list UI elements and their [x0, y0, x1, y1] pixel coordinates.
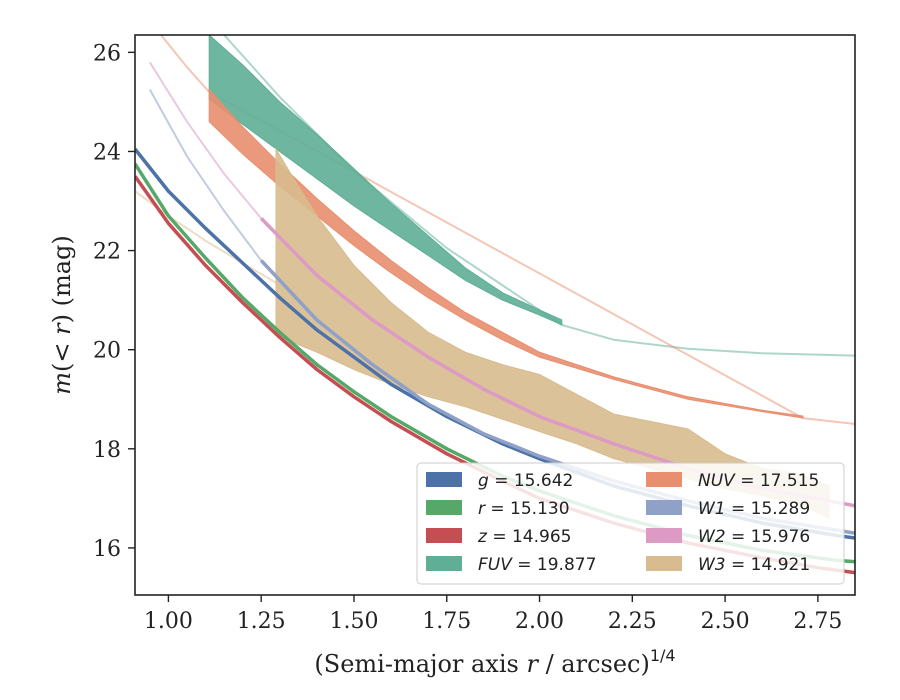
y-tick-label: 26	[93, 41, 121, 66]
x-axis-label-var: r	[526, 650, 539, 678]
x-tick-label: 2.50	[701, 609, 750, 634]
legend: g = 15.642 r = 15.130 z = 14.965 FUV = 19.8…	[416, 462, 845, 585]
y-axis-label-open: (	[48, 363, 76, 372]
x-tick-label: 1.25	[237, 609, 286, 634]
legend-items: g = 15.642 r = 15.130 z = 14.965 FUV = 19.8…	[426, 471, 819, 575]
series-W1-faint	[148, 89, 263, 262]
legend-label-W2: W2 = 15.976	[698, 527, 810, 547]
legend-label-r: r = 15.130	[478, 499, 570, 519]
x-tick-label: 1.50	[329, 609, 378, 634]
x-tick-label: 2.75	[793, 609, 842, 634]
legend-swatch-NUV	[646, 472, 682, 487]
x-axis-ticks: 1.00 1.25 1.50 1.75 2.00 2.25 2.50 2.75	[144, 595, 842, 634]
series-FUV-band	[208, 35, 563, 326]
y-axis-label-unit: (mag)	[48, 235, 76, 314]
y-axis-label-lt: <	[48, 335, 76, 363]
legend-swatch-W1	[646, 500, 682, 515]
plot-frame	[134, 34, 856, 596]
x-tick-label: 1.00	[144, 609, 193, 634]
y-tick-label: 18	[93, 438, 121, 463]
legend-box	[416, 462, 845, 585]
x-tick-label: 1.75	[422, 609, 471, 634]
legend-label-FUV: FUV = 19.877	[478, 555, 596, 575]
y-tick-label: 24	[93, 140, 121, 165]
legend-swatch-W2	[646, 528, 682, 543]
legend-swatch-g	[426, 472, 462, 487]
series-NUV-band	[208, 88, 804, 419]
legend-swatch-r	[426, 500, 462, 515]
y-axis-label-close: )	[48, 314, 76, 323]
legend-label-g: g = 15.642	[478, 471, 573, 491]
x-tick-label: 2.00	[515, 609, 564, 634]
x-axis-label-post: / arcsec)	[538, 650, 650, 678]
y-axis-label-m: m	[48, 372, 76, 395]
series-W2-faint	[148, 61, 262, 220]
legend-label-z: z = 14.965	[477, 527, 571, 547]
y-axis-label-r: r	[48, 322, 76, 335]
x-axis-label-exponent: 1/4	[650, 646, 676, 665]
legend-label-W3: W3 = 14.921	[698, 555, 810, 575]
x-axis-label-pre: (Semi-major axis	[314, 650, 526, 678]
x-axis-label: (Semi-major axis r / arcsec)1/4	[314, 646, 675, 678]
legend-label-NUV: NUV = 17.515	[698, 471, 819, 491]
y-tick-label: 22	[93, 240, 121, 265]
y-axis-label: m(< r) (mag)	[48, 235, 76, 395]
legend-swatch-FUV	[426, 556, 462, 571]
legend-label-W1: W1 = 15.289	[698, 499, 810, 519]
y-tick-label: 16	[93, 537, 121, 562]
legend-swatch-W3	[646, 556, 682, 571]
x-tick-label: 2.25	[608, 609, 657, 634]
legend-swatch-z	[426, 528, 462, 543]
y-tick-label: 20	[93, 339, 121, 364]
y-axis-ticks: 16 18 20 22 24 26	[93, 41, 135, 562]
